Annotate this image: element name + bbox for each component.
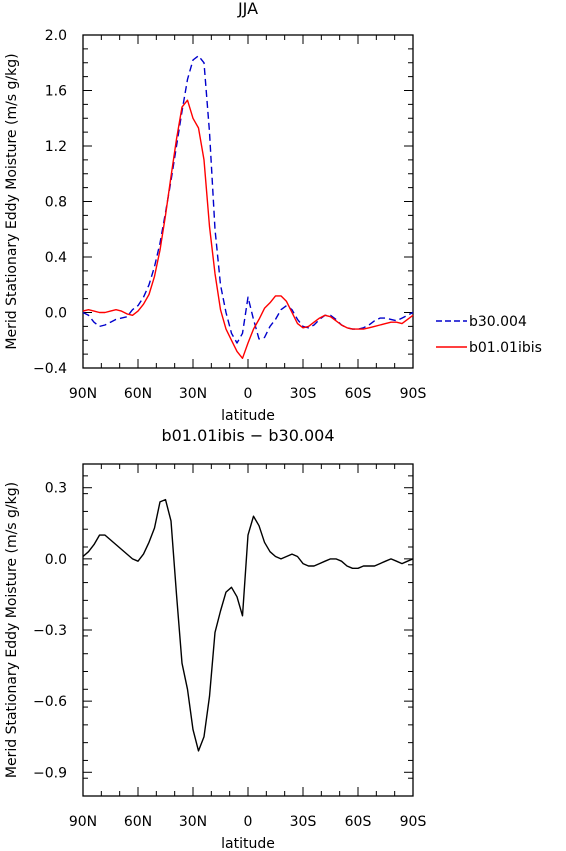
- x-tick-label: 60S: [345, 386, 372, 402]
- y-tick-label: −0.6: [33, 694, 67, 710]
- x-tick-label: 0: [244, 386, 253, 402]
- y-tick-label: 0.4: [45, 250, 67, 266]
- y-tick-label: −0.4: [33, 361, 67, 377]
- series-line-b30.004: [82, 55, 414, 344]
- x-tick-label: 60N: [124, 814, 152, 830]
- plot-frame: [82, 34, 414, 369]
- x-tick-label: 90S: [400, 814, 427, 830]
- series-line-series-1: [82, 498, 414, 752]
- y-tick-label: −0.9: [33, 765, 67, 781]
- y-tick-label: 0.0: [45, 552, 67, 568]
- y-tick-label: 0.8: [45, 195, 67, 211]
- y-axis-label: Merid Stationary Eddy Moisture (m/s g/kg…: [4, 482, 20, 778]
- x-tick-label: 30S: [290, 814, 317, 830]
- y-tick-label: 0.3: [45, 481, 67, 497]
- x-axis-label: latitude: [221, 836, 275, 851]
- x-tick-label: 90S: [400, 386, 427, 402]
- y-tick-label: 2.0: [45, 28, 67, 44]
- y-tick-label: −0.3: [33, 623, 67, 639]
- y-tick-label: 0.0: [45, 306, 67, 322]
- legend: b30.004 b01.01ibis: [436, 314, 542, 356]
- x-tick-label: 60S: [345, 814, 372, 830]
- x-tick-label: 30N: [179, 386, 207, 402]
- chart-title: JJA: [237, 0, 258, 18]
- chart-title: b01.01ibis − b30.004: [161, 426, 334, 445]
- y-tick-label: 1.6: [45, 84, 67, 100]
- x-tick-label: 0: [244, 814, 253, 830]
- x-tick-label: 60N: [124, 386, 152, 402]
- x-tick-label: 30N: [179, 814, 207, 830]
- x-tick-label: 90N: [69, 386, 97, 402]
- x-tick-label: 90N: [69, 814, 97, 830]
- chart-panel-1: 90N 60N 30N 0 30S 60S 90S −0.4 0.0 0.4 0.8 1.2 1.6 2.…: [4, 0, 542, 424]
- series-line-b01.01ibis: [82, 99, 414, 359]
- x-tick-label: 30S: [290, 386, 317, 402]
- x-axis-label: latitude: [221, 408, 275, 424]
- legend-label: b30.004: [469, 314, 527, 330]
- plot-frame: [82, 463, 414, 797]
- legend-label: b01.01ibis: [469, 340, 542, 356]
- y-axis-label: Merid Stationary Eddy Moisture (m/s g/kg…: [4, 53, 20, 349]
- chart-panel-2: 90N 60N 30N 0 30S 60S 90S −0.9 −0.6 −0.3 0.0 0.3 b01…: [4, 426, 426, 851]
- y-tick-label: 1.2: [45, 139, 67, 155]
